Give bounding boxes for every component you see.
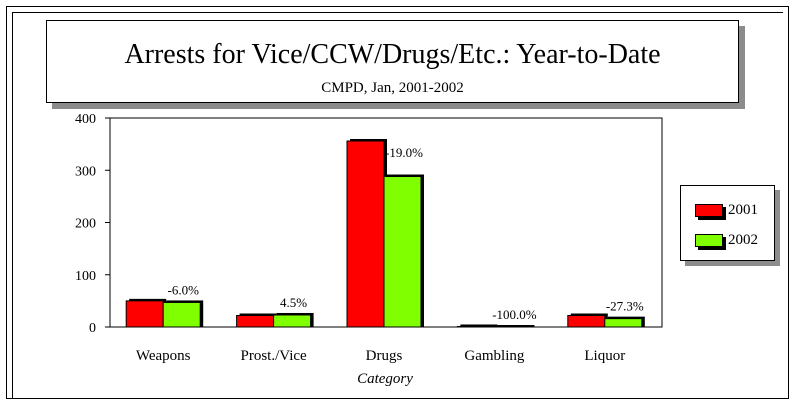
y-tick-label: 300 [75, 164, 96, 179]
bar-2002 [162, 301, 201, 328]
legend-item-2002: 2002 [695, 230, 758, 250]
chart-subtitle: CMPD, Jan, 2001-2002 [321, 80, 464, 96]
y-tick-label: 200 [75, 217, 96, 232]
title-box: Arrests for Vice/CCW/Drugs/Etc.: Year-to… [46, 20, 739, 103]
y-tick-label: 0 [89, 321, 96, 336]
bar-2001 [346, 140, 385, 328]
bar-shadow [460, 324, 498, 327]
legend-swatch-2002 [695, 233, 723, 247]
chart-title: Arrests for Vice/CCW/Drugs/Etc.: Year-to… [124, 39, 661, 70]
percent-change-label: -100.0% [492, 307, 537, 322]
percent-change-label: -19.0% [385, 145, 423, 160]
percent-change-label: -6.0% [167, 282, 199, 297]
bar-2001 [125, 300, 164, 328]
bar-2002 [604, 318, 643, 328]
legend: 2001 2002 [680, 185, 775, 261]
y-tick-label: 400 [75, 112, 96, 127]
x-axis-title: Category [357, 371, 413, 387]
bar-shadow [497, 325, 535, 327]
legend-item-2001: 2001 [695, 200, 758, 220]
x-tick-label: Drugs [366, 348, 403, 364]
y-tick-label: 100 [75, 269, 96, 284]
bar-2001 [236, 315, 275, 328]
legend-label-2002: 2002 [728, 231, 758, 248]
percent-change-label: 4.5% [280, 295, 307, 310]
bar-2001 [456, 325, 495, 328]
bar-2001 [567, 315, 606, 328]
x-tick-label: Weapons [136, 348, 191, 364]
chart-inner-frame [12, 12, 783, 399]
x-tick-label: Liquor [584, 348, 625, 364]
bar-2002 [273, 314, 312, 328]
x-tick-label: Gambling [464, 348, 524, 364]
chart-outer-frame [6, 6, 789, 399]
percent-change-label: -27.3% [606, 299, 644, 314]
legend-label-2001: 2001 [728, 201, 758, 218]
legend-swatch-2001 [695, 203, 723, 217]
x-tick-label: Prost./Vice [241, 348, 308, 364]
bar-2002 [383, 176, 422, 328]
